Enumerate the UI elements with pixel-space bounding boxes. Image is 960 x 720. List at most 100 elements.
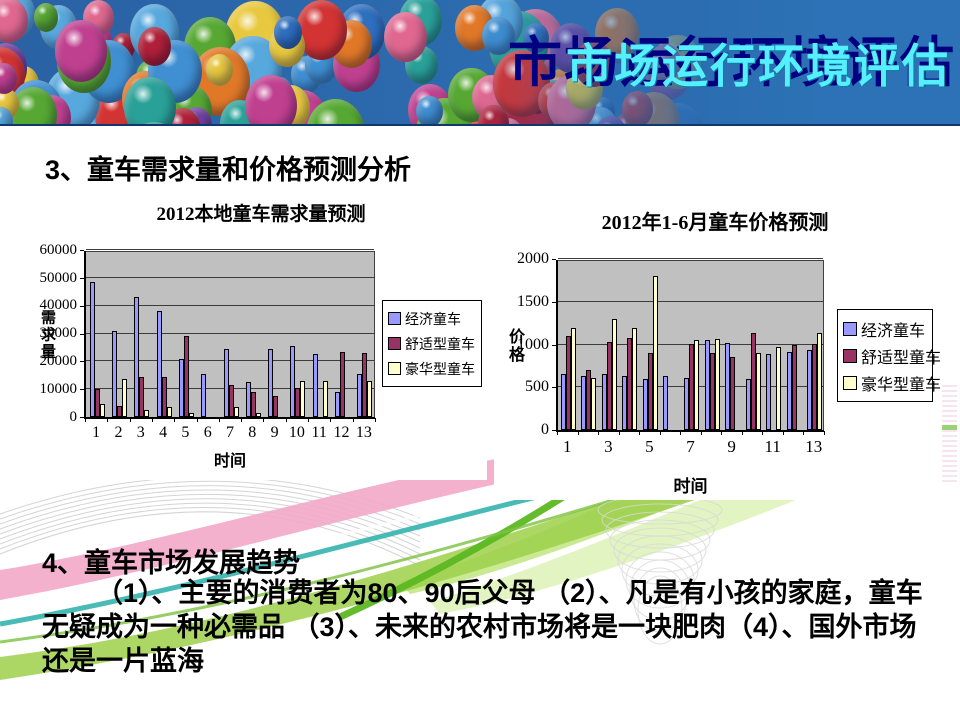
bar [156,311,162,417]
demand-forecast-chart: 2012本地童车需求量预测 0 10000 20000 30000 40000 50000 6… [35,193,487,480]
x-tick-label: 1 [563,437,572,456]
x-tick-label: 4 [159,424,168,441]
bar [725,343,731,430]
banner-fade-overlay [0,0,960,124]
bar [642,379,648,430]
legend-swatch [843,348,857,363]
x-axis-line [84,417,375,419]
bar [632,328,638,430]
bar [268,349,274,417]
bar [581,376,587,430]
banner-title: 市场运行环境评估 市场运行环境评估 [508,30,954,100]
x-tick-mark [639,431,641,435]
bar [111,331,117,417]
x-tick-mark [680,431,682,435]
x-axis-title: 时间 [213,453,246,470]
banner: 市场运行环境评估 市场运行环境评估 [0,0,960,126]
x-tick-label: 11 [311,424,327,441]
legend: 经济童车 舒适型童车 豪华型童车 [382,300,482,387]
chart-title: 2012本地童车需求量预测 [156,204,366,225]
legend-item: 经济童车 [383,306,481,331]
bar [322,381,328,417]
legend-label: 豪华型童车 [861,376,942,394]
swirl-path [0,485,421,531]
bar [245,382,251,417]
legend-item: 豪华型童车 [383,356,481,381]
legend-item: 经济童车 [838,315,932,342]
bar [565,336,571,430]
x-tick-mark [598,431,600,435]
bar [188,413,194,417]
gridline [86,332,374,334]
swirl-path [0,480,421,525]
legend-swatch [843,321,857,336]
x-tick-label: 6 [203,424,212,441]
x-tick-mark [352,418,354,422]
y-tick-mark [552,344,556,346]
bar [647,353,653,430]
spiral-line [613,527,707,573]
bar [817,333,823,430]
bar [606,342,612,430]
bar [776,347,782,430]
x-tick-mark [618,431,620,435]
bar [312,354,318,417]
y-tick-label: 50000 [39,269,78,286]
bar [166,407,172,417]
bar [704,340,710,430]
bar [335,392,341,417]
bar [116,406,122,417]
x-tick-label: 12 [333,424,350,441]
bar [812,344,818,430]
bar [161,377,167,417]
spiral-line [601,503,719,537]
legend-label: 经济童车 [861,322,926,340]
bar [570,328,576,430]
y-tick-mark [552,430,556,431]
y-tick-label: 0 [541,421,549,439]
x-tick-label: 5 [181,424,190,441]
x-tick-label: 13 [355,424,372,441]
y-tick-label: 500 [525,378,549,396]
bar [663,376,669,430]
bar [139,377,145,417]
bar [684,378,689,430]
legend-swatch [388,362,401,375]
x-axis-line [556,430,824,432]
gridline [86,304,374,306]
gridline [86,276,374,278]
y-tick-label: 1500 [517,292,549,310]
x-tick-mark [330,418,332,422]
spiral-line [597,495,723,525]
x-tick-mark [218,418,220,422]
edge-ribbon-green-stripe [942,425,957,430]
bar [340,352,346,417]
bar [300,381,306,417]
x-tick-mark [285,418,287,422]
bar [223,349,229,417]
x-tick-mark [803,431,805,435]
plot-area [85,249,375,418]
bar [99,404,105,417]
x-tick-label: 7 [686,437,695,456]
legend: 经济童车 舒适型童车 豪华型童车 [837,309,941,402]
x-tick-label: 3 [604,437,613,456]
plot-area [557,258,824,431]
x-tick-label: 9 [727,437,736,456]
balloon-highlight [189,125,200,126]
bar [750,333,756,430]
x-tick-mark [721,431,723,435]
bar [730,357,736,430]
y-tick-mark [552,301,556,303]
y-axis-line [84,251,86,418]
bar [601,374,607,430]
y-tick-mark [80,305,84,307]
x-tick-label: 5 [645,437,654,456]
bar [290,346,296,417]
edge-ribbon-decoration [942,385,957,485]
section-heading-3: 3、童车需求量和价格预测分析 [45,155,412,185]
bar [709,353,715,430]
bar [228,385,234,417]
legend-label: 经济童车 [405,312,461,328]
